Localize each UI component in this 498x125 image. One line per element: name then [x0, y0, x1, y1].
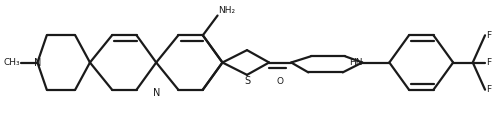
- Text: O: O: [277, 77, 284, 86]
- Text: CH₃: CH₃: [3, 58, 20, 67]
- Text: NH₂: NH₂: [219, 6, 236, 15]
- Text: F: F: [487, 31, 492, 40]
- Text: HN: HN: [349, 58, 363, 67]
- Text: N: N: [34, 58, 41, 68]
- Text: N: N: [152, 88, 160, 98]
- Text: S: S: [244, 76, 250, 86]
- Text: F: F: [487, 85, 492, 94]
- Text: F: F: [487, 58, 492, 67]
